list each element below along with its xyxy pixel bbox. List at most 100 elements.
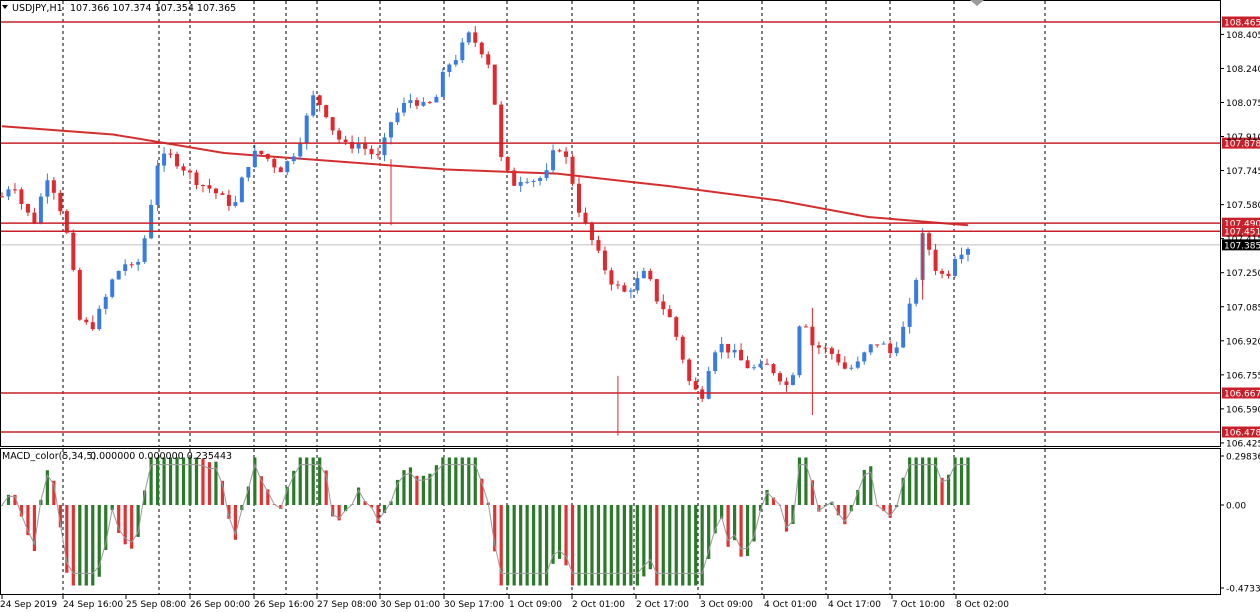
price-tick-label: 106.425 (1226, 439, 1260, 449)
macd-bar (45, 470, 49, 505)
candle-body (602, 250, 607, 271)
macd-bar (648, 505, 652, 570)
level-tag (1222, 217, 1260, 229)
candle (907, 297, 912, 334)
candle-body (790, 375, 795, 385)
candle-body (674, 317, 679, 337)
candle-body (765, 363, 770, 365)
price-tick-label: 108.240 (1226, 65, 1260, 75)
candle (959, 247, 964, 264)
level-label: 107.878 (1224, 140, 1260, 150)
macd-bar (194, 457, 199, 505)
candle-body (414, 100, 419, 106)
dropdown-triangle-icon[interactable] (2, 5, 8, 9)
candle-body (641, 270, 646, 279)
moving-average-line (1, 125, 969, 227)
macd-bar (447, 457, 451, 505)
candle-body (291, 156, 296, 162)
candle-body (881, 343, 886, 345)
candle-body (914, 279, 919, 304)
candle-body (64, 211, 69, 233)
candle (628, 287, 633, 299)
candle (324, 104, 329, 119)
candle (382, 132, 387, 162)
macd-bar (467, 457, 471, 505)
candle-body (453, 60, 458, 65)
price-tick-label: 107.085 (1226, 303, 1260, 313)
macd-bar (311, 457, 315, 505)
candle-body (233, 202, 238, 206)
candle-body (959, 254, 964, 260)
candle (713, 350, 718, 375)
symbol-header: USDJPY,H1 107.366 107.374 107.354 107.36… (2, 3, 236, 14)
candle (752, 364, 757, 371)
macd-bar (318, 457, 322, 505)
candle-body (687, 359, 692, 382)
candle (45, 173, 50, 204)
candle-body (577, 183, 582, 213)
candle-body (427, 102, 432, 104)
candle-body (168, 153, 173, 155)
candle-body (181, 166, 186, 171)
macd-bar (363, 501, 367, 505)
macd-bar (473, 457, 477, 505)
macd-bar (687, 505, 691, 586)
candle (849, 364, 854, 371)
macd-bar (642, 505, 646, 577)
macd-bar (331, 505, 335, 517)
candle-body (311, 95, 316, 116)
time-tick-label: 27 Sep 08:00 (317, 600, 377, 610)
candle (408, 93, 413, 109)
current-price-tag (1222, 239, 1260, 251)
candle (777, 371, 782, 386)
candle (894, 341, 899, 357)
candle (25, 203, 30, 217)
macd-bar (428, 473, 432, 505)
candle-body (337, 130, 342, 140)
candle-body (933, 249, 938, 271)
candle-body (155, 165, 160, 205)
candle (110, 278, 115, 299)
candle (596, 235, 601, 254)
macd-bar (298, 457, 302, 505)
chart-shift-marker-icon[interactable] (970, 0, 984, 6)
macd-bar (551, 505, 555, 564)
candle (589, 221, 594, 246)
candle (564, 147, 569, 164)
macd-bar (65, 505, 69, 573)
candle (278, 166, 283, 173)
candle-body (525, 181, 530, 183)
candle (77, 267, 82, 321)
candle (881, 341, 886, 345)
candle (363, 136, 368, 156)
candle-body (376, 154, 381, 156)
candle (337, 127, 342, 144)
candle-body (661, 301, 666, 310)
candle-body (823, 347, 828, 349)
candle (246, 166, 251, 182)
macd-axis: 0.298368 0.00 -0.473385 (1220, 453, 1260, 595)
macd-bar (914, 457, 918, 505)
candle-body (680, 336, 685, 360)
price-tick-label: 106.920 (1226, 337, 1260, 347)
macd-bar (869, 466, 873, 505)
candle (129, 261, 134, 268)
candle-body (129, 264, 134, 266)
macd-bar (739, 505, 743, 557)
macd-bar (733, 505, 737, 541)
candle (84, 317, 89, 325)
candle (726, 343, 731, 359)
candle (648, 268, 653, 281)
time-tick-label: 25 Sep 08:00 (126, 600, 186, 610)
candle-body (648, 270, 653, 280)
time-tick-label: 30 Sep 17:00 (444, 600, 504, 610)
candle (492, 64, 497, 105)
macd-bar (220, 480, 225, 505)
macd-indicator-values: 0.000000 0.000000 0.235443 (90, 451, 232, 462)
time-tick-label: 24 Sep 16:00 (63, 600, 123, 610)
candle-body (207, 185, 212, 189)
candle-body (628, 290, 633, 292)
macd-bar (434, 465, 438, 505)
